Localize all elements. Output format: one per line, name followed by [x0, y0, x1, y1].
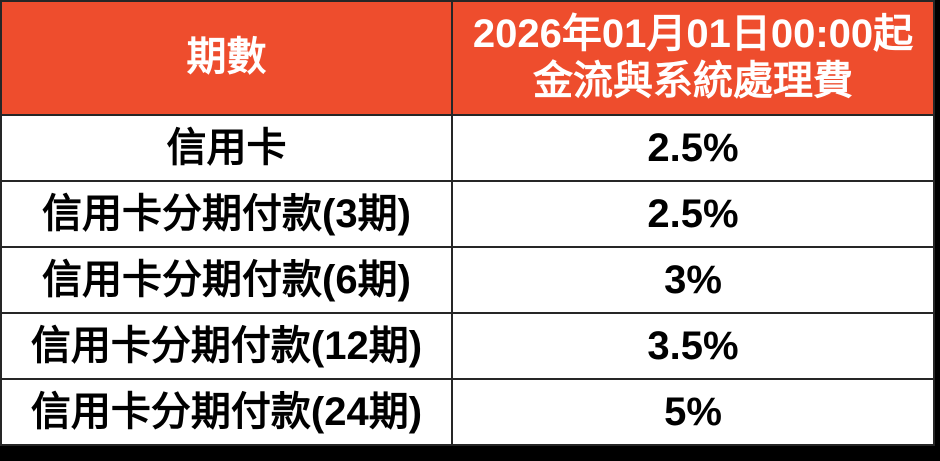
table-row: 信用卡 2.5%: [0, 114, 935, 182]
fee-cell: 3%: [451, 246, 935, 314]
header-row: 期數 2026年01月01日00:00起 金流與系統處理費: [0, 0, 935, 116]
column-header-period: 期數: [0, 0, 453, 116]
period-cell: 信用卡分期付款(24期): [0, 378, 453, 446]
table-row: 信用卡分期付款(6期) 3%: [0, 246, 935, 314]
table-header: 期數 2026年01月01日00:00起 金流與系統處理費: [0, 0, 935, 116]
period-cell: 信用卡分期付款(6期): [0, 246, 453, 314]
period-cell: 信用卡分期付款(12期): [0, 312, 453, 380]
fee-cell: 3.5%: [451, 312, 935, 380]
fee-cell: 2.5%: [451, 114, 935, 182]
period-cell: 信用卡: [0, 114, 453, 182]
table-body: 信用卡 2.5% 信用卡分期付款(3期) 2.5% 信用卡分期付款(6期) 3%…: [0, 114, 935, 446]
installment-fee-table: 期數 2026年01月01日00:00起 金流與系統處理費 信用卡 2.5% 信…: [0, 0, 935, 446]
period-cell: 信用卡分期付款(3期): [0, 180, 453, 248]
fee-cell: 2.5%: [451, 180, 935, 248]
table-row: 信用卡分期付款(3期) 2.5%: [0, 180, 935, 248]
fee-cell: 5%: [451, 378, 935, 446]
column-header-fee: 2026年01月01日00:00起 金流與系統處理費: [451, 0, 935, 116]
table-row: 信用卡分期付款(24期) 5%: [0, 378, 935, 446]
table-row: 信用卡分期付款(12期) 3.5%: [0, 312, 935, 380]
